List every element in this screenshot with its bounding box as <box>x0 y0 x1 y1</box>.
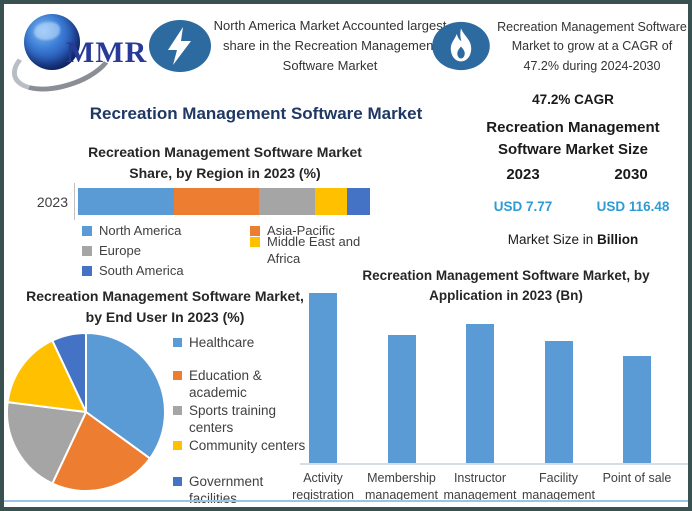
legend-swatch <box>173 338 182 347</box>
legend-swatch <box>173 371 182 380</box>
end-user-pie-chart <box>6 332 166 492</box>
bar-label-membership-management: Membership management <box>365 471 438 502</box>
bar-activity-registration <box>309 293 337 463</box>
region-segment-north-america <box>78 188 175 215</box>
application-chart-x-axis <box>300 463 688 465</box>
region-segment-middle-east-and-africa <box>314 188 347 215</box>
region-chart-category-label: 2023 <box>36 194 68 210</box>
legend-swatch <box>82 265 92 276</box>
legend-label: Middle East and Africa <box>267 234 361 266</box>
region-segment-south-america <box>346 188 371 215</box>
mmr-logo: MMR <box>4 8 150 104</box>
pie-chart-title: Recreation Management Software Market, b… <box>26 288 304 325</box>
bar-membership-management <box>387 335 416 463</box>
legend-swatch <box>250 225 260 236</box>
flame-icon <box>432 21 490 71</box>
pie-chart-legend: Healthcare Education & academic Sports tra… <box>173 334 307 507</box>
legend-swatch <box>250 237 260 247</box>
region-chart-legend: North America Asia-Pacific Europe Middle Ea… <box>82 220 392 280</box>
legend-item-healthcare: Healthcare <box>173 334 307 351</box>
globe-icon <box>24 14 80 70</box>
region-chart-axis-tick <box>74 183 75 220</box>
bar-label-point-of-sale: Point of sale <box>602 471 672 485</box>
market-size-2023-value: USD 7.77 <box>493 199 553 214</box>
bar-label-facility-management: Facility management <box>522 471 595 502</box>
legend-label: Europe <box>99 242 141 258</box>
bar-facility-management <box>544 341 573 463</box>
bar-label-activity-registration: Activity registration <box>292 471 354 502</box>
region-stacked-bar <box>78 188 371 215</box>
year-2030-label: 2030 <box>614 166 648 183</box>
region-chart-title: Recreation Management Software Market Sh… <box>88 144 362 181</box>
legend-swatch <box>173 406 182 415</box>
unit-note-bold: Billion <box>597 232 639 247</box>
highlight-right-text: Recreation Management Software Market to… <box>497 20 687 73</box>
bar-instructor-management <box>466 324 494 463</box>
legend-item-middle-east-and-africa: Middle East and Africa <box>250 233 392 267</box>
legend-label: Education & academic <box>189 368 262 400</box>
legend-swatch <box>82 225 92 236</box>
legend-swatch <box>173 477 182 486</box>
infographic-canvas: MMR North America Market Accounted large… <box>4 4 688 507</box>
legend-label: Healthcare <box>189 335 255 350</box>
year-2023-label: 2023 <box>506 166 540 183</box>
legend-label: Community centers <box>189 438 306 453</box>
legend-item-south-america: South America <box>82 262 250 279</box>
page-title: Recreation Management Software Market <box>89 104 423 123</box>
legend-item-education-academic: Education & academic <box>173 367 307 401</box>
legend-item-sports-training-centers: Sports training centers <box>173 402 307 436</box>
market-size-title: Recreation Management Software Market Si… <box>486 119 660 158</box>
lightning-icon <box>149 20 211 72</box>
legend-item-government-facilities: Government facilities <box>173 473 307 507</box>
market-size-2030-value: USD 116.48 <box>596 199 670 214</box>
legend-swatch <box>82 245 92 256</box>
bar-point-of-sale <box>623 356 651 463</box>
legend-label: South America <box>99 262 184 278</box>
logo-text: MMR <box>66 36 148 69</box>
legend-label: Government facilities <box>189 474 264 506</box>
bar-label-instructor-management: Instructor management <box>443 471 517 502</box>
market-size-unit-note: Market Size in Billion <box>460 232 686 247</box>
bottom-divider-rule <box>4 500 688 502</box>
application-chart-title: Recreation Management Software Market, b… <box>362 268 650 304</box>
unit-note-prefix: Market Size in <box>507 232 598 247</box>
legend-label: Asia-Pacific <box>267 222 335 238</box>
legend-item-europe: Europe <box>82 242 250 259</box>
legend-item-asia-pacific: Asia-Pacific <box>250 222 392 239</box>
pie-slice-government-facilities <box>51 332 87 413</box>
legend-swatch <box>173 441 182 450</box>
cagr-value: 47.2% CAGR <box>532 92 614 107</box>
region-segment-europe <box>259 188 315 215</box>
highlight-left-text: North America Market Accounted largest s… <box>213 18 447 74</box>
legend-item-community-centers: Community centers <box>173 437 307 454</box>
legend-label: Sports training centers <box>189 403 277 435</box>
pie-slice-community-centers <box>6 339 87 413</box>
legend-item-north-america: North America <box>82 222 250 239</box>
pie-slice-healthcare <box>85 332 166 460</box>
region-segment-asia-pacific <box>174 188 260 215</box>
legend-label: North America <box>99 222 182 238</box>
pie-slice-sports-training-centers <box>6 401 87 485</box>
